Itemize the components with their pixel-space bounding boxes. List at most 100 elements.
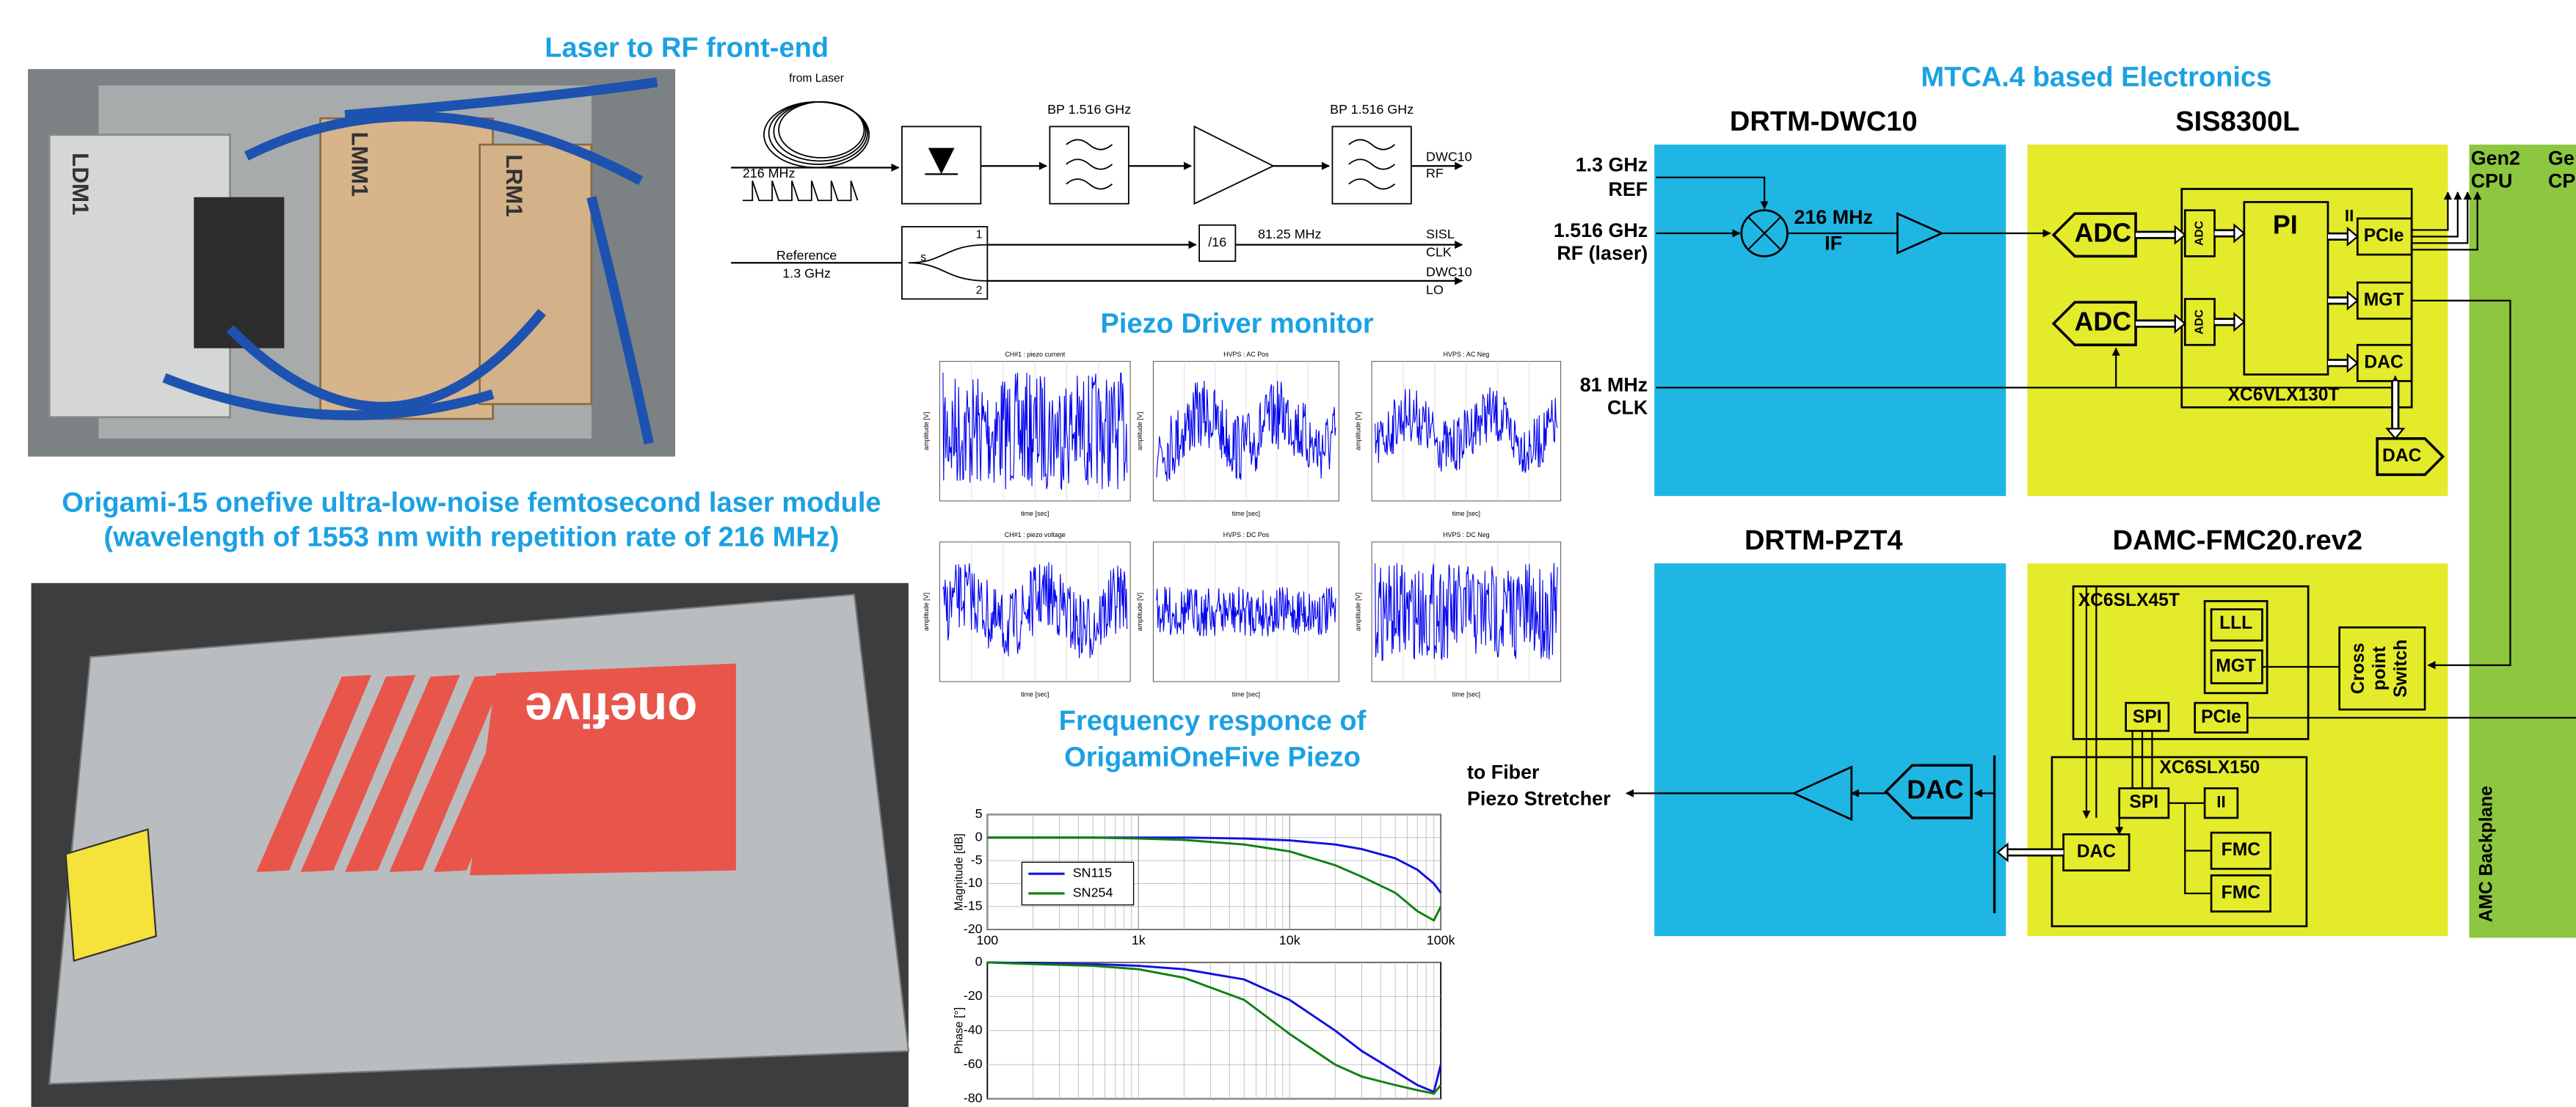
- section-title: Laser to RF front-end: [545, 32, 829, 63]
- label: 1.3 GHz: [1576, 153, 1648, 175]
- label: CLK: [1607, 397, 1648, 419]
- legend-label: SN115: [1073, 866, 1112, 880]
- axis-label: amplitude [V]: [1136, 593, 1143, 631]
- x-tick-label: 100: [976, 933, 998, 948]
- label: BP 1.516 GHz: [1047, 102, 1131, 117]
- axis-label: amplitude [V]: [923, 412, 930, 450]
- axis-label: amplitude [V]: [1355, 412, 1362, 450]
- poster: Laser to RF front-endOrigami-15 onefive …: [0, 0, 2576, 1107]
- label: ADC: [2194, 221, 2206, 246]
- amplifier: [1194, 126, 1273, 203]
- pulse-train: [743, 180, 858, 200]
- label: REF: [1609, 178, 1648, 200]
- label: 2: [976, 284, 983, 296]
- y-tick-label: -40: [964, 1023, 983, 1037]
- axis-label: time [sec]: [1021, 510, 1049, 517]
- label: AMC Backplane: [2477, 786, 2497, 922]
- module-label: LMM1: [347, 132, 373, 197]
- label: SPI: [2133, 707, 2162, 727]
- board-title: DRTM-DWC10: [1730, 106, 1918, 137]
- x-tick-label: 1k: [1132, 933, 1146, 948]
- label: CPU: [2471, 170, 2513, 192]
- panel-title: CH#1 : piezo voltage: [1005, 531, 1066, 538]
- label: BP 1.516 GHz: [1330, 102, 1413, 117]
- axis-label: time [sec]: [1021, 690, 1049, 698]
- label: from Laser: [789, 73, 844, 85]
- board-title: DRTM-PZT4: [1744, 525, 1903, 556]
- axis-label: amplitude [V]: [1136, 412, 1143, 450]
- label: DAC: [2077, 841, 2117, 861]
- label: point: [2370, 646, 2390, 690]
- label: PCIe: [2201, 707, 2241, 727]
- label: 81 MHz: [1580, 373, 1648, 395]
- axis-label: time [sec]: [1452, 690, 1480, 698]
- page: { "left": { "rf_title": "Laser to RF fro…: [0, 0, 2576, 1107]
- section-title: Frequency responce of: [1059, 706, 1367, 737]
- y-tick-label: -20: [964, 988, 983, 1003]
- label: DAC: [2382, 446, 2422, 466]
- module-label: LDM1: [68, 153, 93, 215]
- panel-title: HVPS : AC Pos: [1223, 351, 1269, 358]
- panel-title: HVPS : AC Neg: [1444, 351, 1490, 358]
- axis-label: amplitude [V]: [1355, 593, 1362, 631]
- y-axis-label: Phase [°]: [953, 1007, 965, 1054]
- axis-label: time [sec]: [1452, 510, 1480, 517]
- y-tick-label: -10: [964, 875, 983, 890]
- label: /16: [1208, 235, 1226, 249]
- block-label: XC6VLX130T: [2228, 385, 2340, 405]
- panel-title: HVPS : DC Pos: [1223, 531, 1270, 538]
- label: Ge: [2548, 147, 2575, 169]
- label: XC6SLX150: [2159, 758, 2260, 778]
- brand-logo: onefive: [525, 682, 697, 737]
- block-label: DAC: [1907, 775, 1964, 805]
- label: Switch: [2391, 640, 2411, 698]
- label: LLL: [2219, 613, 2252, 633]
- label: FMC: [2222, 840, 2261, 860]
- block-label: PI: [2273, 210, 2298, 239]
- label: SISL: [1426, 227, 1455, 241]
- label: MGT: [2364, 290, 2404, 310]
- block-label: ADC: [2075, 219, 2132, 248]
- label: DWC10: [1426, 150, 1472, 164]
- board: [1654, 563, 2006, 936]
- label: MGT: [2216, 656, 2256, 676]
- label: SPI: [2129, 792, 2158, 812]
- section-title: OrigamiOneFive Piezo: [1064, 742, 1361, 772]
- module-label: LRM1: [501, 154, 527, 216]
- label: Reference: [776, 248, 837, 263]
- fiber-loop: [779, 102, 864, 158]
- y-tick-label: 0: [975, 829, 983, 844]
- axis-label: time [sec]: [1232, 510, 1260, 517]
- y-axis-label: Magnitude [dB]: [953, 833, 965, 910]
- y-tick-label: 5: [975, 806, 983, 821]
- board: [1654, 145, 2006, 496]
- label: DWC10: [1426, 264, 1472, 279]
- axis-label: time [sec]: [1232, 690, 1260, 698]
- panel-title: HVPS : DC Neg: [1443, 531, 1490, 538]
- x-tick-label: 100k: [1427, 933, 1455, 948]
- label: FMC: [2222, 883, 2261, 902]
- label: II: [2345, 207, 2354, 225]
- x-tick-label: 10k: [1279, 933, 1300, 948]
- label: to Fiber: [1467, 761, 1540, 783]
- label: DAC: [2364, 352, 2404, 372]
- label: 216 MHz: [743, 166, 796, 180]
- board-title: DAMC-FMC20.rev2: [2113, 525, 2362, 556]
- y-tick-label: -60: [964, 1056, 983, 1071]
- label: CLK: [1426, 245, 1452, 260]
- label: CP: [2548, 170, 2575, 192]
- label: 1.3 GHz: [782, 266, 831, 281]
- board-title: SIS8300L: [2175, 106, 2299, 137]
- y-tick-label: -15: [964, 899, 983, 913]
- label: Piezo Stretcher: [1467, 787, 1611, 809]
- label: 81.25 MHz: [1258, 227, 1322, 241]
- label: 1.516 GHz: [1554, 219, 1648, 241]
- label: Gen2: [2471, 147, 2520, 169]
- panel-title: CH#1 : piezo current: [1005, 351, 1065, 358]
- label: II: [2216, 793, 2225, 811]
- label: 1: [976, 228, 983, 241]
- y-tick-label: -80: [964, 1090, 983, 1105]
- label: 216 MHz: [1794, 206, 1872, 228]
- label: RF: [1426, 166, 1444, 180]
- y-tick-label: 0: [975, 954, 983, 969]
